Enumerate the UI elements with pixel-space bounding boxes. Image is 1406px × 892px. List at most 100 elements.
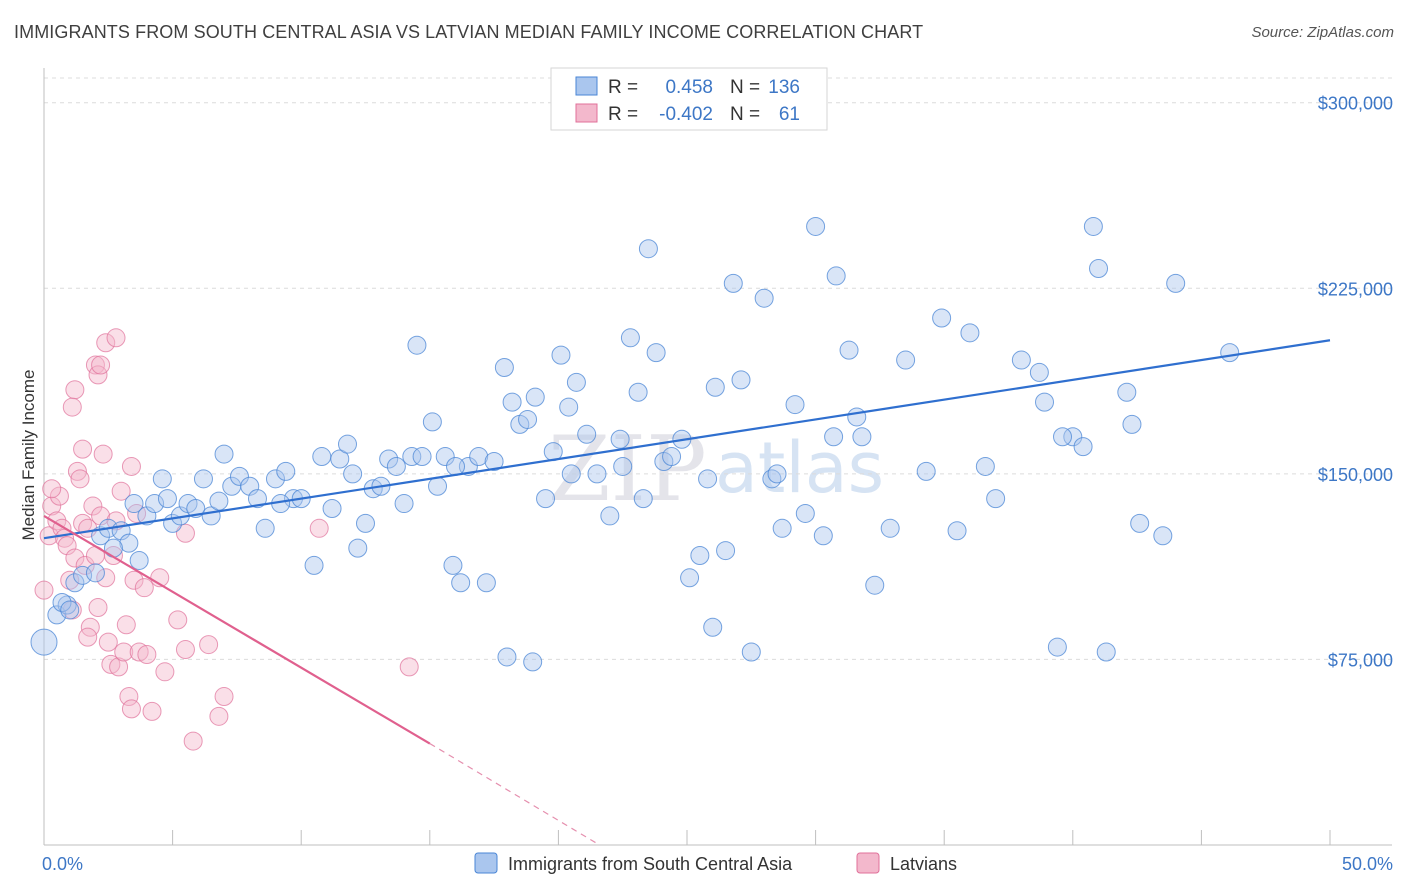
point-south-central-asia	[975, 456, 995, 476]
point-south-central-asia	[193, 469, 213, 489]
point-south-central-asia	[795, 503, 815, 523]
point-south-central-asia	[1096, 642, 1116, 662]
point-south-central-asia	[255, 518, 275, 538]
point-south-central-asia	[806, 216, 826, 236]
point-south-central-asia	[502, 392, 522, 412]
point-south-central-asia	[422, 412, 442, 432]
point-latvians	[111, 481, 131, 501]
point-south-central-asia	[443, 555, 463, 575]
point-south-central-asia	[536, 489, 556, 509]
point-south-central-asia	[1122, 414, 1142, 434]
point-south-central-asia	[767, 464, 787, 484]
y-axis-label: Median Family Income	[19, 369, 38, 540]
series-south-central-asia-points	[30, 216, 1240, 672]
trend-line-south-central-asia	[43, 339, 1331, 540]
point-south-central-asia	[494, 357, 514, 377]
point-latvians	[101, 654, 121, 674]
point-south-central-asia	[60, 600, 80, 620]
point-south-central-asia	[304, 555, 324, 575]
point-south-central-asia	[152, 469, 172, 489]
point-latvians	[209, 706, 229, 726]
legend-n-label-1: N =	[730, 77, 760, 98]
y-tick-label-0: $75,000	[1328, 650, 1393, 670]
point-south-central-asia	[1011, 350, 1031, 370]
point-south-central-asia	[276, 461, 296, 481]
point-south-central-asia	[638, 239, 658, 259]
point-south-central-asia	[47, 605, 67, 625]
y-tick-label-1: $150,000	[1318, 465, 1393, 485]
point-south-central-asia	[690, 546, 710, 566]
point-south-central-asia	[559, 397, 579, 417]
point-south-central-asia	[1047, 637, 1067, 657]
point-south-central-asia	[698, 469, 718, 489]
legend-r-label-2: R =	[608, 104, 638, 125]
point-south-central-asia	[587, 464, 607, 484]
legend-label-latvians: Latvians	[890, 854, 957, 874]
point-latvians	[42, 479, 62, 499]
point-south-central-asia	[356, 513, 375, 533]
point-latvians	[34, 580, 54, 600]
axis-layer	[43, 68, 1392, 846]
correlation-legend: R = 0.458 N = 136 R = -0.402 N = 61	[550, 67, 828, 131]
grid-layer	[44, 77, 1392, 660]
point-south-central-asia	[741, 642, 761, 662]
legend-r-value-2: -0.402	[659, 104, 713, 125]
trend-line-latvians-extension	[429, 743, 600, 846]
point-latvians	[60, 570, 80, 590]
x-tick-marks	[43, 830, 1331, 845]
point-south-central-asia	[330, 449, 350, 469]
point-latvians	[119, 687, 139, 707]
point-south-central-asia	[754, 288, 774, 308]
point-south-central-asia	[214, 444, 234, 464]
point-south-central-asia	[265, 469, 285, 489]
source-credit: Source: ZipAtlas.com	[1251, 24, 1394, 41]
point-latvians	[57, 536, 77, 556]
point-south-central-asia	[379, 449, 399, 469]
point-latvians	[309, 518, 329, 538]
point-south-central-asia	[896, 350, 916, 370]
point-south-central-asia	[826, 266, 846, 286]
point-south-central-asia	[633, 489, 653, 509]
point-latvians	[78, 627, 98, 647]
point-south-central-asia	[337, 434, 357, 454]
point-south-central-asia	[525, 387, 545, 407]
point-south-central-asia	[65, 573, 85, 593]
point-south-central-asia	[680, 568, 700, 588]
point-south-central-asia	[772, 518, 792, 538]
point-south-central-asia	[865, 575, 885, 595]
point-south-central-asia	[312, 447, 332, 467]
point-latvians	[121, 699, 141, 719]
point-south-central-asia	[824, 427, 844, 447]
point-south-central-asia	[402, 447, 422, 467]
point-latvians	[96, 333, 116, 353]
point-south-central-asia	[484, 452, 504, 471]
point-latvians	[88, 597, 108, 617]
point-latvians	[62, 397, 82, 417]
legend-n-value-1: 136	[768, 77, 800, 98]
x-tick-label-min: 0.0%	[42, 854, 83, 874]
point-south-central-asia	[561, 464, 581, 484]
point-south-central-asia	[662, 447, 682, 467]
point-south-central-asia	[186, 499, 206, 519]
point-south-central-asia	[620, 328, 640, 348]
point-south-central-asia	[1117, 382, 1137, 402]
point-latvians	[96, 568, 116, 588]
point-south-central-asia	[1220, 343, 1240, 363]
point-south-central-asia	[852, 427, 872, 447]
point-south-central-asia	[1053, 427, 1073, 447]
point-south-central-asia	[813, 526, 833, 546]
point-south-central-asia	[322, 499, 342, 519]
point-south-central-asia	[723, 273, 743, 293]
point-south-central-asia	[30, 628, 58, 656]
point-south-central-asia	[613, 456, 633, 476]
point-south-central-asia	[577, 424, 597, 444]
point-south-central-asia	[52, 593, 72, 613]
point-latvians	[168, 610, 188, 630]
point-south-central-asia	[394, 494, 414, 514]
point-south-central-asia	[960, 323, 980, 343]
point-latvians	[91, 355, 111, 375]
point-south-central-asia	[124, 494, 144, 514]
point-south-central-asia	[731, 370, 751, 390]
point-latvians	[116, 615, 136, 635]
point-latvians	[65, 380, 85, 400]
